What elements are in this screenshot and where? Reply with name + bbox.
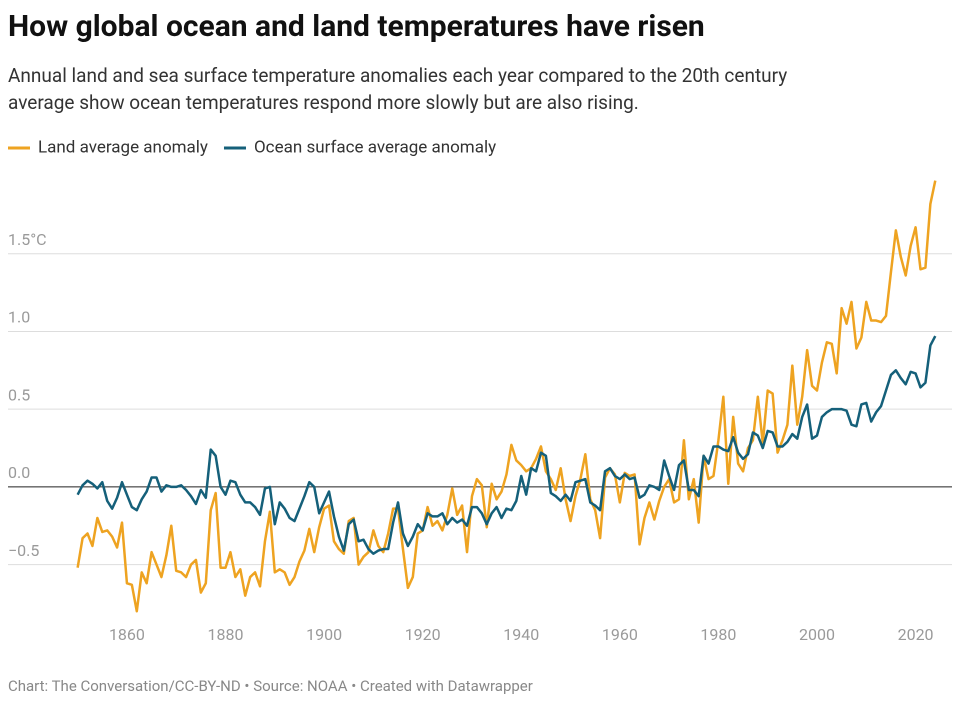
footer: Chart: The Conversation/CC-BY-ND • Sourc… xyxy=(8,677,533,695)
subtitle: average show ocean temperatures respond … xyxy=(8,91,639,114)
x-tick-label: 1860 xyxy=(109,625,145,644)
x-tick-label: 1980 xyxy=(700,625,736,644)
x-tick-label: 2020 xyxy=(898,625,934,644)
legend-label: Land average anomaly xyxy=(38,137,208,157)
x-tick-label: 2000 xyxy=(799,625,835,644)
subtitle: Annual land and sea surface temperature … xyxy=(8,64,787,87)
y-tick-label: 1.0 xyxy=(8,308,30,327)
y-tick-label: 1.5°C xyxy=(8,230,47,249)
x-tick-label: 1880 xyxy=(208,625,244,644)
x-tick-label: 1940 xyxy=(503,625,539,644)
chart-title: How global ocean and land temperatures h… xyxy=(8,9,705,44)
y-tick-label: −0.5 xyxy=(8,541,39,560)
x-tick-label: 1900 xyxy=(306,625,342,644)
line-series xyxy=(76,335,937,555)
y-tick-label: 0.0 xyxy=(8,463,30,482)
line-series xyxy=(76,180,937,613)
x-tick-label: 1960 xyxy=(602,625,638,644)
y-tick-label: 0.5 xyxy=(8,385,30,404)
x-tick-label: 1920 xyxy=(405,625,441,644)
legend-label: Ocean surface average anomaly xyxy=(254,137,496,157)
